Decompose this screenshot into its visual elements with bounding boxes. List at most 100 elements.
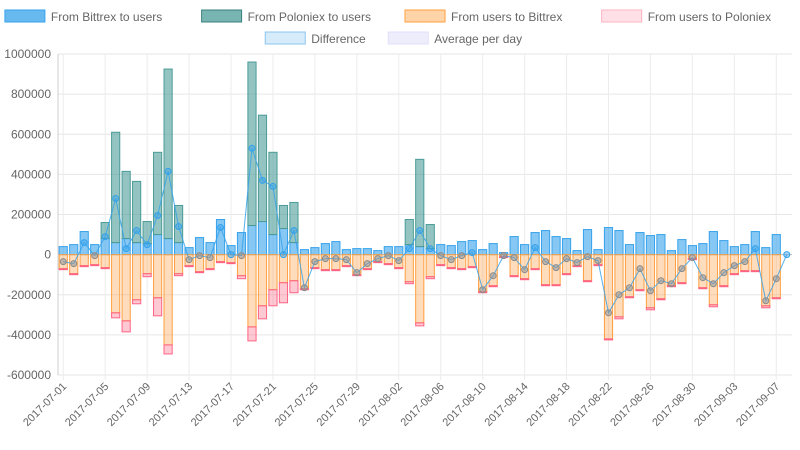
bar-from-users-to-bittrex — [278, 254, 289, 284]
difference-point — [741, 258, 749, 266]
bar-from-bittrex-to-users — [561, 238, 572, 256]
x-tick-label: 2017-08-22 — [566, 381, 614, 429]
bar-from-users-to-poloniex — [121, 320, 131, 333]
bar-from-users-to-bittrex — [645, 254, 656, 309]
bar-from-users-to-poloniex — [509, 275, 519, 278]
legend-item[interactable]: Average per day — [387, 31, 522, 46]
bar-from-users-to-bittrex — [467, 254, 477, 268]
bar-from-users-to-bittrex — [425, 254, 435, 278]
x-tick-label: 2017-07-25 — [273, 381, 321, 429]
difference-point — [447, 256, 455, 264]
bar-from-users-to-poloniex — [436, 264, 446, 267]
bar-from-users-to-poloniex — [467, 266, 477, 269]
bar-from-users-to-bittrex — [153, 254, 163, 299]
difference-point — [248, 144, 256, 152]
bar-from-users-to-poloniex — [215, 261, 226, 264]
difference-point — [468, 249, 476, 257]
legend-item[interactable]: From Poloniex to users — [201, 9, 371, 24]
bar-from-users-to-poloniex — [656, 298, 666, 301]
bar-from-users-to-poloniex — [320, 269, 330, 272]
difference-point — [374, 255, 382, 263]
bar-from-poloniex-to-users — [163, 68, 173, 240]
difference-point — [112, 194, 120, 202]
difference-point — [720, 269, 728, 277]
bar-from-poloniex-to-users — [132, 180, 142, 244]
bar-from-bittrex-to-users — [111, 242, 121, 256]
bar-from-users-to-poloniex — [740, 270, 750, 273]
difference-point — [384, 252, 392, 260]
bar-from-users-to-poloniex — [184, 265, 194, 268]
x-tick-label: 2017-07-13 — [147, 381, 195, 429]
bar-from-users-to-poloniex — [58, 268, 68, 271]
x-tick-label: 2017-08-06 — [399, 381, 447, 429]
bar-from-users-to-bittrex — [132, 254, 142, 301]
bar-from-users-to-poloniex — [750, 270, 760, 273]
bar-from-bittrex-to-users — [352, 248, 362, 256]
bar-from-bittrex-to-users — [551, 236, 561, 256]
legend-label: Difference — [311, 32, 366, 46]
legend-item[interactable]: From Bittrex to users — [4, 9, 162, 24]
y-tick-label: 400000 — [11, 167, 51, 181]
x-tick-label: 2017-09-03 — [692, 381, 740, 429]
difference-point — [342, 256, 350, 264]
legend-item[interactable]: Difference — [264, 31, 366, 46]
x-tick-label: 2017-09-07 — [734, 381, 782, 429]
bar-from-bittrex-to-users — [153, 234, 163, 256]
difference-point — [573, 259, 581, 267]
legend-item[interactable]: From users to Poloniex — [601, 9, 771, 24]
difference-point — [521, 266, 529, 274]
difference-point — [238, 252, 245, 260]
difference-point — [646, 287, 654, 295]
bar-from-users-to-bittrex — [635, 254, 645, 291]
bar-from-poloniex-to-users — [111, 131, 121, 244]
bar-from-users-to-poloniex — [457, 268, 467, 271]
x-tick-label: 2017-07-29 — [315, 381, 363, 429]
bar-from-users-to-bittrex — [257, 254, 268, 307]
difference-point — [164, 167, 172, 175]
bar-from-users-to-bittrex — [268, 254, 278, 291]
legend-swatch — [601, 9, 643, 23]
bar-from-users-to-poloniex — [90, 264, 100, 267]
difference-point — [395, 257, 403, 265]
bar-from-bittrex-to-users — [687, 245, 697, 256]
bar-from-users-to-poloniex — [415, 322, 425, 327]
difference-point — [353, 269, 361, 277]
bar-from-bittrex-to-users — [478, 249, 488, 256]
bar-from-bittrex-to-users — [666, 250, 677, 256]
difference-point — [542, 258, 550, 266]
bar-from-poloniex-to-users — [257, 114, 268, 223]
difference-point — [206, 254, 214, 262]
difference-point — [185, 256, 193, 264]
bar-from-bittrex-to-users — [163, 238, 173, 256]
bar-from-poloniex-to-users — [153, 151, 163, 236]
bar-from-bittrex-to-users — [132, 242, 142, 256]
bar-from-users-to-poloniex — [425, 276, 435, 280]
bar-from-bittrex-to-users — [603, 227, 614, 256]
bar-from-bittrex-to-users — [373, 250, 383, 256]
bar-from-users-to-poloniex — [404, 281, 414, 285]
bar-from-users-to-poloniex — [341, 265, 351, 268]
bar-from-poloniex-to-users — [415, 158, 425, 248]
difference-point — [615, 291, 623, 299]
legend-swatch — [264, 31, 306, 45]
bar-from-users-to-poloniex — [257, 305, 268, 320]
bar-from-bittrex-to-users — [677, 239, 687, 256]
x-tick-label: 2017-08-30 — [650, 381, 698, 429]
bar-from-bittrex-to-users — [656, 234, 666, 256]
bar-from-users-to-bittrex — [215, 254, 226, 263]
difference-point — [584, 253, 592, 261]
y-tick-label: 1000000 — [4, 47, 51, 61]
difference-point — [730, 262, 738, 270]
bar-from-users-to-poloniex — [729, 273, 739, 276]
bar-from-users-to-poloniex — [530, 268, 540, 271]
legend-item[interactable]: From users to Bittrex — [404, 9, 562, 24]
difference-point — [332, 255, 340, 263]
bar-from-users-to-poloniex — [100, 267, 110, 270]
bar-from-bittrex-to-users — [257, 221, 268, 256]
difference-point — [500, 252, 508, 260]
legend[interactable]: From Bittrex to users From Poloniex to us… — [4, 9, 771, 46]
difference-point — [657, 277, 665, 285]
legend-swatch — [4, 9, 46, 23]
difference-point — [783, 251, 791, 259]
